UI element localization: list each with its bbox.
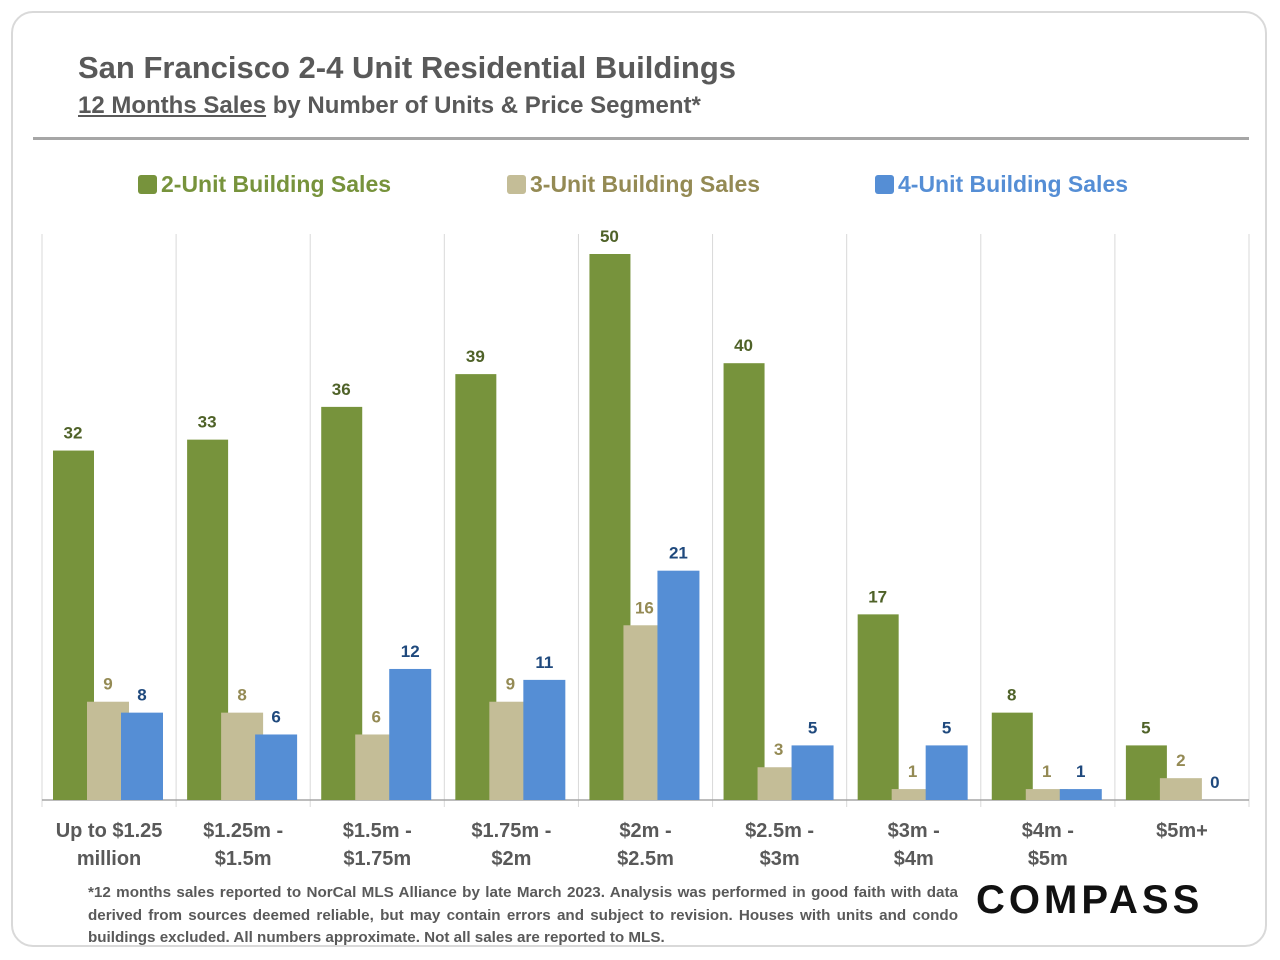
bar-4-unit bbox=[389, 668, 432, 800]
legend-swatch-3-unit bbox=[507, 174, 526, 194]
data-label-4-unit: 0 bbox=[1210, 773, 1219, 792]
bar-2-unit bbox=[991, 712, 1033, 800]
data-label-3-unit: 9 bbox=[103, 675, 112, 694]
bar-3-unit bbox=[1025, 789, 1068, 800]
legend-label-4-unit: 4-Unit Building Sales bbox=[898, 170, 1129, 197]
bar-4-unit bbox=[255, 734, 298, 800]
footnote: *12 months sales reported to NorCal MLS … bbox=[88, 884, 958, 946]
x-tick-label: $1.5m - bbox=[343, 820, 412, 842]
x-tick-label: $3m - bbox=[888, 820, 940, 842]
data-label-3-unit: 6 bbox=[371, 707, 380, 726]
x-tick-label: $1.75m - bbox=[471, 820, 551, 842]
bar-4-unit bbox=[657, 570, 700, 800]
legend-label-3-unit: 3-Unit Building Sales bbox=[530, 170, 761, 197]
data-label-2-unit: 40 bbox=[734, 336, 753, 355]
bar-4-unit bbox=[121, 712, 163, 800]
x-tick-label: $3m bbox=[760, 848, 800, 870]
legend-label-2-unit: 2-Unit Building Sales bbox=[161, 170, 392, 197]
x-tick-label: $1.25m - bbox=[203, 820, 283, 842]
data-label-2-unit: 8 bbox=[1007, 686, 1016, 705]
x-tick-label: $1.5m bbox=[215, 848, 272, 870]
x-tick-label: $4m - bbox=[1022, 820, 1074, 842]
data-label-3-unit: 1 bbox=[1042, 762, 1051, 781]
chart-frame bbox=[11, 11, 1267, 947]
data-label-4-unit: 11 bbox=[535, 653, 553, 672]
title-divider bbox=[33, 137, 1249, 140]
x-tick-label: Up to $1.25 bbox=[56, 820, 163, 842]
bar-4-unit bbox=[791, 745, 834, 800]
data-label-4-unit: 5 bbox=[942, 718, 951, 737]
chart-subtitle: 12 Months Sales by Number of Units & Pri… bbox=[78, 92, 701, 120]
data-label-2-unit: 50 bbox=[600, 227, 619, 246]
x-tick-label: $5m bbox=[1028, 848, 1068, 870]
legend-item-3-unit: 3-Unit Building Sales bbox=[507, 168, 760, 200]
bar-4-unit bbox=[925, 745, 968, 800]
bar-2-unit bbox=[723, 363, 765, 800]
subtitle-rest: by Number of Units & Price Segment* bbox=[266, 92, 701, 119]
chart-title: San Francisco 2-4 Unit Residential Build… bbox=[78, 50, 737, 85]
data-label-3-unit: 8 bbox=[237, 686, 246, 705]
x-tick-label: $2m - bbox=[619, 820, 671, 842]
legend-item-2-unit: 2-Unit Building Sales bbox=[138, 168, 391, 200]
data-label-2-unit: 5 bbox=[1141, 718, 1150, 737]
legend-swatch-4-unit bbox=[875, 174, 894, 194]
data-label-2-unit: 17 bbox=[868, 587, 887, 606]
x-tick-label: million bbox=[77, 848, 141, 870]
data-label-4-unit: 8 bbox=[137, 686, 146, 705]
data-label-3-unit: 1 bbox=[908, 762, 917, 781]
x-tick-label: $2.5m bbox=[617, 848, 674, 870]
data-label-4-unit: 21 bbox=[669, 544, 688, 563]
legend-swatch-2-unit bbox=[138, 174, 157, 194]
bar-3-unit bbox=[1159, 778, 1202, 800]
bar-3-unit bbox=[891, 789, 934, 800]
data-label-3-unit: 3 bbox=[774, 740, 783, 759]
compass-logo: COMPASS bbox=[976, 878, 1204, 922]
data-label-3-unit: 16 bbox=[635, 598, 654, 617]
legend-item-4-unit: 4-Unit Building Sales bbox=[875, 168, 1128, 200]
data-label-2-unit: 32 bbox=[64, 424, 83, 443]
x-tick-label: $1.75m bbox=[343, 848, 411, 870]
data-label-4-unit: 12 bbox=[401, 642, 420, 661]
data-label-2-unit: 33 bbox=[198, 413, 217, 432]
data-label-4-unit: 6 bbox=[271, 707, 280, 726]
bar-2-unit bbox=[857, 614, 899, 800]
x-tick-label: $2.5m - bbox=[745, 820, 814, 842]
data-label-3-unit: 9 bbox=[506, 675, 515, 694]
subtitle-underlined: 12 Months Sales bbox=[78, 92, 267, 119]
data-label-4-unit: 1 bbox=[1076, 762, 1085, 781]
bar-4-unit bbox=[523, 679, 566, 800]
bar-4-unit bbox=[1059, 789, 1102, 800]
data-label-2-unit: 39 bbox=[466, 347, 485, 366]
x-tick-label: $5m+ bbox=[1156, 820, 1208, 842]
data-label-4-unit: 5 bbox=[808, 718, 817, 737]
x-tick-label: $2m bbox=[491, 848, 531, 870]
data-label-2-unit: 36 bbox=[332, 380, 351, 399]
x-tick-label: $4m bbox=[894, 848, 934, 870]
data-label-3-unit: 2 bbox=[1176, 751, 1185, 770]
